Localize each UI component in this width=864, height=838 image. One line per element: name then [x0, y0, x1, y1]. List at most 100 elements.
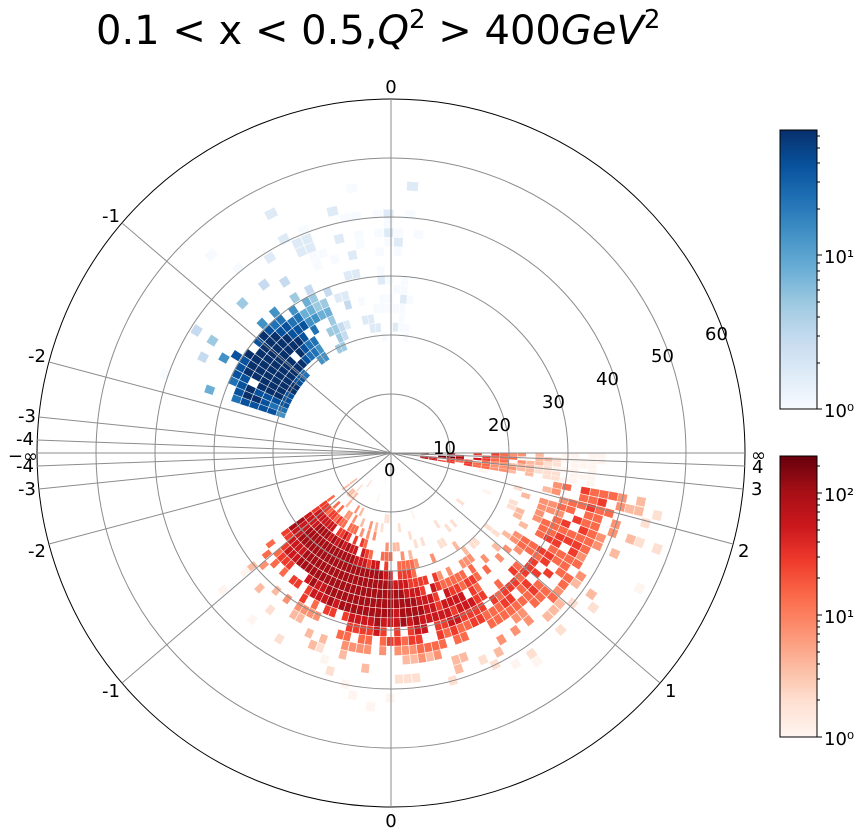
red-heatmap-cell: [366, 479, 373, 488]
red-heatmap-cell: [310, 555, 320, 566]
red-heatmap-cell: [583, 536, 595, 548]
red-heatmap-cell: [303, 511, 313, 520]
red-heatmap-cell: [458, 558, 467, 569]
angular-tick-labels: 0 -1 -2 -3 -4 −∞ -4 -3 -2 -1 0 1 2 3 4 ∞…: [8, 77, 766, 832]
red-heatmap-cell: [337, 570, 345, 581]
red-heatmap-cell: [432, 591, 440, 602]
red-heatmap-cell: [439, 537, 448, 547]
blue-heatmap-cell: [236, 380, 248, 391]
red-heatmap-cell: [536, 503, 547, 512]
red-heatmap-cell: [354, 614, 362, 625]
red-heatmap-cell: [407, 550, 414, 560]
red-heatmap-cell: [363, 644, 372, 655]
red-heatmap-cell: [419, 614, 427, 625]
blue-heatmap-cell: [286, 356, 297, 367]
red-heatmap-cell: [420, 456, 429, 459]
blue-heatmap-cell: [305, 350, 316, 361]
red-heatmap-cell: [350, 564, 357, 575]
blue-heatmap-cell: [369, 323, 376, 334]
red-heatmap-cell: [330, 534, 339, 545]
red-heatmap-cell: [490, 528, 501, 538]
red-heatmap-cell: [431, 640, 440, 651]
red-heatmap-cell: [406, 616, 414, 627]
red-heatmap-cell: [298, 546, 308, 556]
blue-heatmap-cell: [393, 237, 404, 247]
red-heatmap-cell: [315, 547, 325, 558]
blue-heatmap-cell: [293, 336, 304, 347]
red-heatmap-cell: [364, 568, 371, 578]
blue-heatmap-cell: [279, 349, 290, 361]
red-heatmap-cell: [280, 527, 291, 537]
red-heatmap-cell: [517, 460, 526, 465]
blue-heatmap-cell: [353, 229, 364, 241]
angular-grid-line: [390, 452, 661, 684]
red-heatmap-cell: [340, 540, 349, 551]
blue-heatmap-cell: [343, 270, 353, 281]
red-heatmap-cell: [535, 457, 544, 462]
red-heatmap-cell: [321, 516, 330, 525]
red-heatmap-cell: [455, 460, 464, 464]
red-heatmap-cell: [540, 518, 551, 528]
red-heatmap-cell: [442, 587, 452, 599]
red-heatmap-cell: [368, 549, 374, 560]
red-heatmap-cell: [478, 590, 488, 601]
red-heatmap-cell: [490, 464, 499, 468]
heatmap-cells: [159, 181, 664, 712]
red-heatmap-cell: [467, 596, 477, 608]
red-heatmap-cell: [341, 561, 349, 572]
blue-heatmap-cell: [347, 250, 358, 261]
red-heatmap-cell: [551, 471, 561, 477]
red-heatmap-cell: [554, 567, 567, 579]
red-heatmap-cell: [309, 566, 319, 577]
blue-heatmap-cell: [270, 359, 282, 371]
red-heatmap-cell: [524, 545, 535, 556]
red-heatmap-cell: [377, 579, 383, 590]
blue-heatmap-cell: [268, 306, 281, 319]
angular-grid-line: [36, 452, 392, 467]
red-heatmap-cell: [310, 532, 320, 542]
angular-tick-label: 4: [752, 457, 763, 478]
red-heatmap-cell: [317, 525, 326, 535]
red-heatmap-cell: [514, 506, 525, 516]
red-heatmap-cell: [338, 649, 348, 660]
red-heatmap-cell: [560, 518, 572, 529]
blue-heatmap-cell: [242, 390, 254, 401]
red-heatmap-cell: [332, 500, 341, 509]
red-heatmap-cell: [471, 605, 482, 616]
red-heatmap-cell: [571, 515, 583, 525]
blue-heatmap-cell: [259, 376, 271, 387]
red-heatmap-cell: [343, 602, 352, 613]
blue-heatmap-cell: [304, 339, 315, 351]
red-heatmap-cell: [394, 646, 402, 656]
red-heatmap-cell: [386, 514, 390, 524]
red-heatmap-cell: [417, 653, 427, 663]
red-heatmap-cell: [354, 585, 362, 596]
red-heatmap-cell: [438, 455, 447, 458]
red-heatmap-cell: [393, 599, 400, 609]
red-heatmap-cell: [403, 588, 410, 599]
red-heatmap-cell: [311, 505, 321, 514]
red-heatmap-cell: [360, 586, 367, 597]
red-heatmap-cell: [410, 654, 419, 664]
red-heatmap-cell: [320, 528, 329, 538]
red-heatmap-cell: [464, 461, 473, 465]
red-heatmap-cell: [347, 573, 355, 584]
blue-heatmap-cell: [276, 338, 288, 349]
red-heatmap-cell: [565, 505, 576, 515]
red-heatmap-cell: [587, 601, 600, 614]
red-heatmap-cell: [374, 608, 382, 618]
red-heatmap-cell: [482, 458, 491, 462]
red-heatmap-cell: [528, 597, 541, 609]
red-heatmap-cell: [557, 525, 569, 536]
red-heatmap-cell: [469, 616, 480, 628]
red-heatmap-cell: [473, 457, 482, 461]
red-heatmap-cell: [318, 513, 328, 523]
red-heatmap-cell: [506, 503, 517, 512]
red-heatmap-cell: [493, 578, 504, 590]
red-heatmap-cell: [349, 477, 358, 485]
red-heatmap-cell: [340, 640, 350, 651]
red-heatmap-cell: [313, 579, 323, 591]
blue-heatmap-cell: [277, 232, 291, 246]
blue-heatmap-cell: [315, 343, 325, 355]
blue-heatmap-cell: [316, 309, 327, 321]
